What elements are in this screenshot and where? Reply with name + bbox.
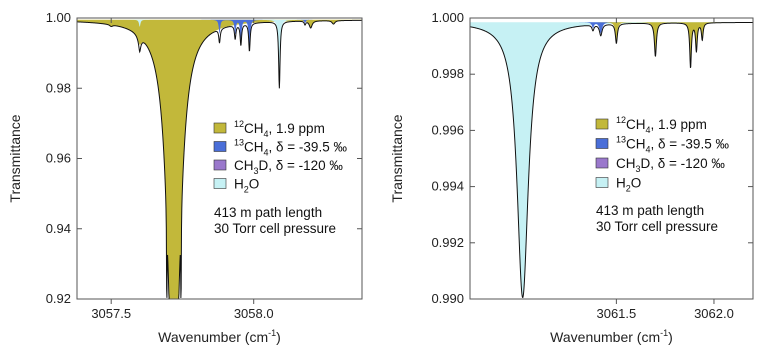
legend-post: , δ = -39.5 ‰ bbox=[269, 140, 348, 155]
legend-main: CH bbox=[244, 140, 264, 155]
legend-sub: 4 bbox=[646, 145, 651, 155]
x-axis-title-sup: -1 bbox=[268, 328, 276, 338]
x-tick-label: 3061.5 bbox=[596, 306, 636, 321]
legend-main: CH bbox=[234, 158, 254, 173]
legend-post: , δ = -39.5 ‰ bbox=[651, 137, 730, 152]
x-axis-title-sup: -1 bbox=[660, 328, 668, 338]
legend-label-ch4_12: 12CH4, 1.9 ppm bbox=[616, 115, 707, 135]
legend-sub: 2 bbox=[626, 184, 631, 194]
y-tick-label: 0.998 bbox=[431, 66, 464, 81]
y-tick-label: 0.94 bbox=[46, 221, 71, 236]
legend-main: CH bbox=[626, 137, 646, 152]
x-axis-title-tail: ) bbox=[668, 329, 673, 345]
legend-swatch-ch3d bbox=[213, 159, 227, 171]
legend-sub: 4 bbox=[264, 129, 269, 139]
legend-swatch-ch4_12 bbox=[213, 122, 227, 134]
area-h2o bbox=[470, 22, 753, 298]
plot-frame bbox=[469, 17, 754, 300]
legend-sub: 3 bbox=[636, 164, 641, 174]
legend-label-ch4_13: 13CH4, δ = -39.5 ‰ bbox=[234, 138, 347, 158]
note-0: 413 m path length bbox=[214, 205, 322, 220]
note-0: 413 m path length bbox=[596, 203, 704, 218]
legend-label-ch3d: CH3D, δ = -120 ‰ bbox=[616, 156, 725, 174]
legend-sup: 12 bbox=[234, 119, 244, 129]
legend-sub: 4 bbox=[646, 125, 651, 135]
legend-sub: 3 bbox=[254, 166, 259, 176]
legend-swatch-h2o bbox=[595, 177, 609, 188]
legend-swatch-h2o bbox=[213, 178, 227, 189]
legend-post: D, δ = -120 ‰ bbox=[641, 156, 726, 171]
y-tick-label: 0.92 bbox=[46, 291, 71, 306]
x-axis-title-tail: ) bbox=[276, 329, 281, 345]
note-1: 30 Torr cell pressure bbox=[214, 221, 336, 236]
legend-swatch-ch4_12 bbox=[595, 118, 609, 130]
legend-label-ch4_13: 13CH4, δ = -39.5 ‰ bbox=[616, 135, 729, 155]
y-axis-title: Transmittance bbox=[7, 114, 23, 202]
x-axis-title-main: Wavenumber (cm bbox=[550, 329, 660, 345]
y-tick-label: 0.98 bbox=[46, 80, 71, 95]
x-axis-title: Wavenumber (cm-1) bbox=[158, 328, 281, 345]
legend-sub: 4 bbox=[264, 148, 269, 158]
legend-sup: 13 bbox=[616, 135, 626, 145]
x-tick-label: 3057.5 bbox=[91, 306, 131, 321]
y-tick-label: 1.000 bbox=[431, 10, 464, 25]
legend-post: O bbox=[631, 176, 642, 191]
x-tick-label: 3058.0 bbox=[234, 306, 274, 321]
note-1: 30 Torr cell pressure bbox=[596, 219, 718, 234]
x-tick-label: 3062.0 bbox=[694, 306, 734, 321]
legend-label-ch3d: CH3D, δ = -120 ‰ bbox=[234, 158, 343, 176]
panel-right: 0.990 0.992 0.994 0.996 0.998 1.000 3061.5 3062… bbox=[389, 10, 754, 345]
x-axis-title: Wavenumber (cm-1) bbox=[550, 328, 673, 345]
y-tick-label: 0.990 bbox=[431, 291, 464, 306]
legend-post: , 1.9 ppm bbox=[269, 121, 325, 136]
area-ch4_13 bbox=[77, 19, 362, 48]
legend-label-h2o: H2O bbox=[234, 177, 259, 195]
y-tick-label: 0.96 bbox=[46, 151, 71, 166]
legend-swatch-ch4_13 bbox=[595, 138, 609, 149]
legend-sub: 2 bbox=[244, 185, 249, 195]
series-total-line bbox=[76, 19, 362, 300]
y-tick-label: 1.00 bbox=[46, 10, 71, 25]
legend-main: CH bbox=[244, 121, 264, 136]
legend-main: H bbox=[616, 176, 626, 191]
area-ch4_12 bbox=[470, 22, 753, 68]
y-tick-label: 0.994 bbox=[431, 179, 464, 194]
legend-main: CH bbox=[616, 156, 636, 171]
legend-swatch-ch4_13 bbox=[213, 141, 227, 152]
legend-swatch-ch3d bbox=[595, 157, 609, 169]
legend-post: , 1.9 ppm bbox=[651, 117, 707, 132]
y-tick-label: 0.992 bbox=[431, 235, 464, 250]
series-total-line bbox=[469, 21, 753, 299]
y-tick-label: 0.996 bbox=[431, 122, 464, 137]
legend-main: CH bbox=[626, 117, 646, 132]
legend-label-ch4_12: 12CH4, 1.9 ppm bbox=[234, 119, 325, 139]
legend-label-h2o: H2O bbox=[616, 176, 641, 194]
legend-sup: 13 bbox=[234, 138, 244, 148]
legend-sup: 12 bbox=[616, 115, 626, 125]
y-axis-title: Transmittance bbox=[389, 114, 405, 202]
legend-post: D, δ = -120 ‰ bbox=[259, 158, 344, 173]
legend-post: O bbox=[249, 177, 260, 192]
panel-left: 0.92 0.94 0.96 0.98 1.00 3057.5 3058.0 Transmit… bbox=[7, 10, 363, 345]
x-axis-title-main: Wavenumber (cm bbox=[158, 329, 268, 345]
legend-main: H bbox=[234, 177, 244, 192]
